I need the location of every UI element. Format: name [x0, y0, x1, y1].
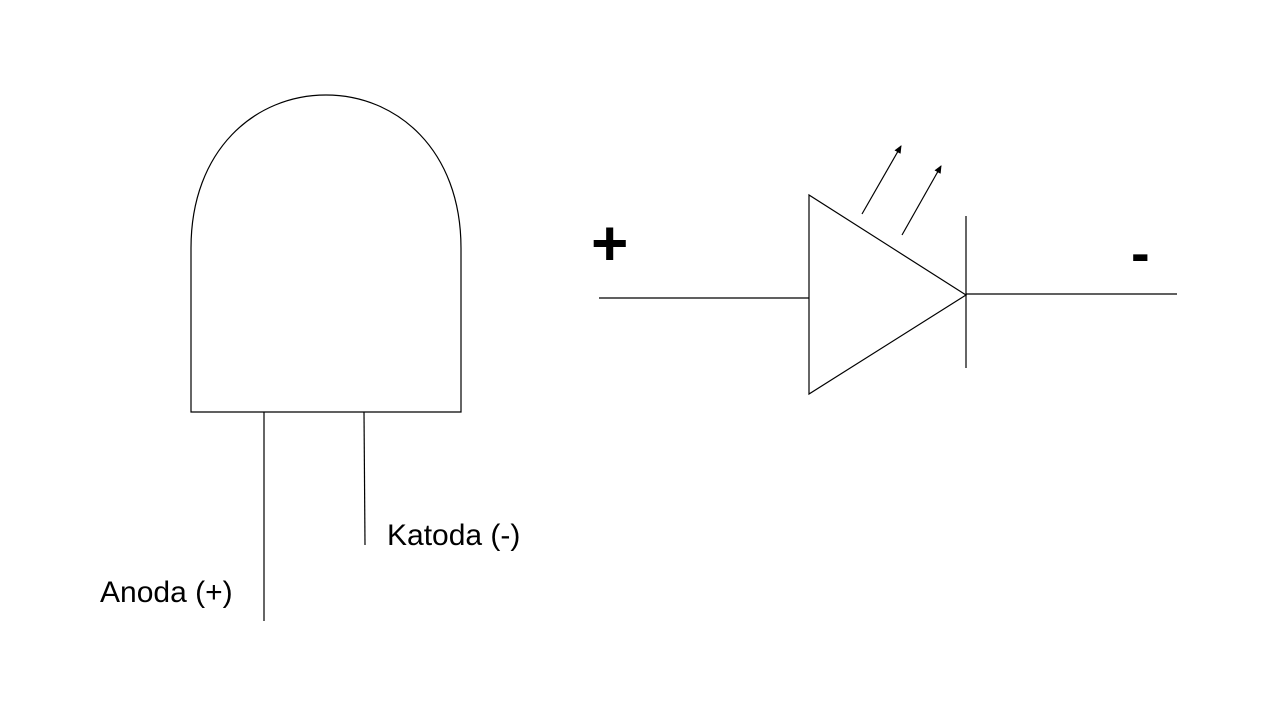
led-package — [190, 94, 462, 621]
negative-terminal-label: - — [1131, 221, 1150, 284]
light-emission-arrow-icon — [901, 165, 942, 236]
positive-terminal-label: + — [591, 207, 629, 279]
led-symbol — [599, 145, 1177, 396]
led-body-outline — [190, 94, 462, 413]
anode-label: Anoda (+) — [100, 576, 233, 609]
cathode-label: Katoda (-) — [387, 519, 521, 552]
light-emission-arrow-icon — [861, 145, 902, 215]
cathode-lead — [363, 411, 366, 546]
diode-triangle — [808, 193, 968, 396]
